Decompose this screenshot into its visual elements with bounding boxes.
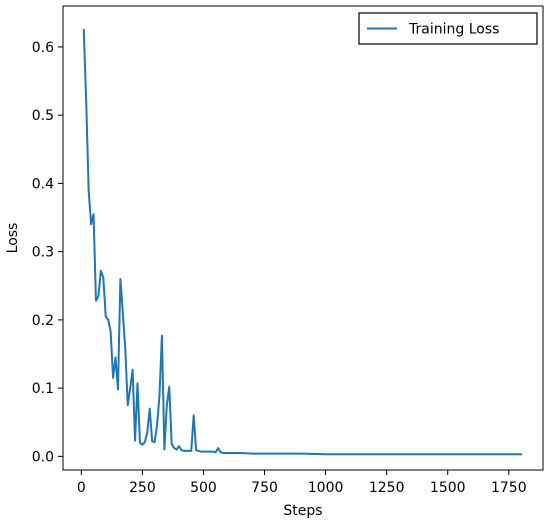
y-tick-label: 0.4 [32,176,54,192]
y-axis-ticks: 0.0 0.1 0.2 0.3 0.4 0.5 0.6 [32,40,63,465]
x-axis-title: Steps [283,503,322,519]
x-tick-label: 750 [251,480,278,496]
plot-area [62,5,544,471]
y-tick-label: 0.2 [32,313,54,329]
y-tick-label: 0.5 [32,108,54,124]
x-tick-label: 0 [77,480,86,496]
y-tick-label: 0.0 [32,449,54,465]
x-tick-label: 1500 [430,480,466,496]
x-axis-ticks: 0 250 500 750 1000 1250 1500 1750 [77,470,527,496]
y-tick-label: 0.3 [32,245,54,261]
legend-label-training-loss: Training Loss [408,22,499,38]
y-tick-label: 0.6 [32,40,54,56]
legend: Training Loss [358,12,538,45]
training-loss-line [82,28,523,456]
y-tick-label: 0.1 [32,381,54,397]
y-axis-title: Loss [5,223,21,254]
x-tick-label: 500 [190,480,217,496]
plot-frame [62,5,544,471]
x-tick-label: 1750 [491,480,527,496]
x-tick-label: 1250 [369,480,405,496]
x-tick-label: 250 [129,480,156,496]
x-tick-label: 1000 [308,480,344,496]
